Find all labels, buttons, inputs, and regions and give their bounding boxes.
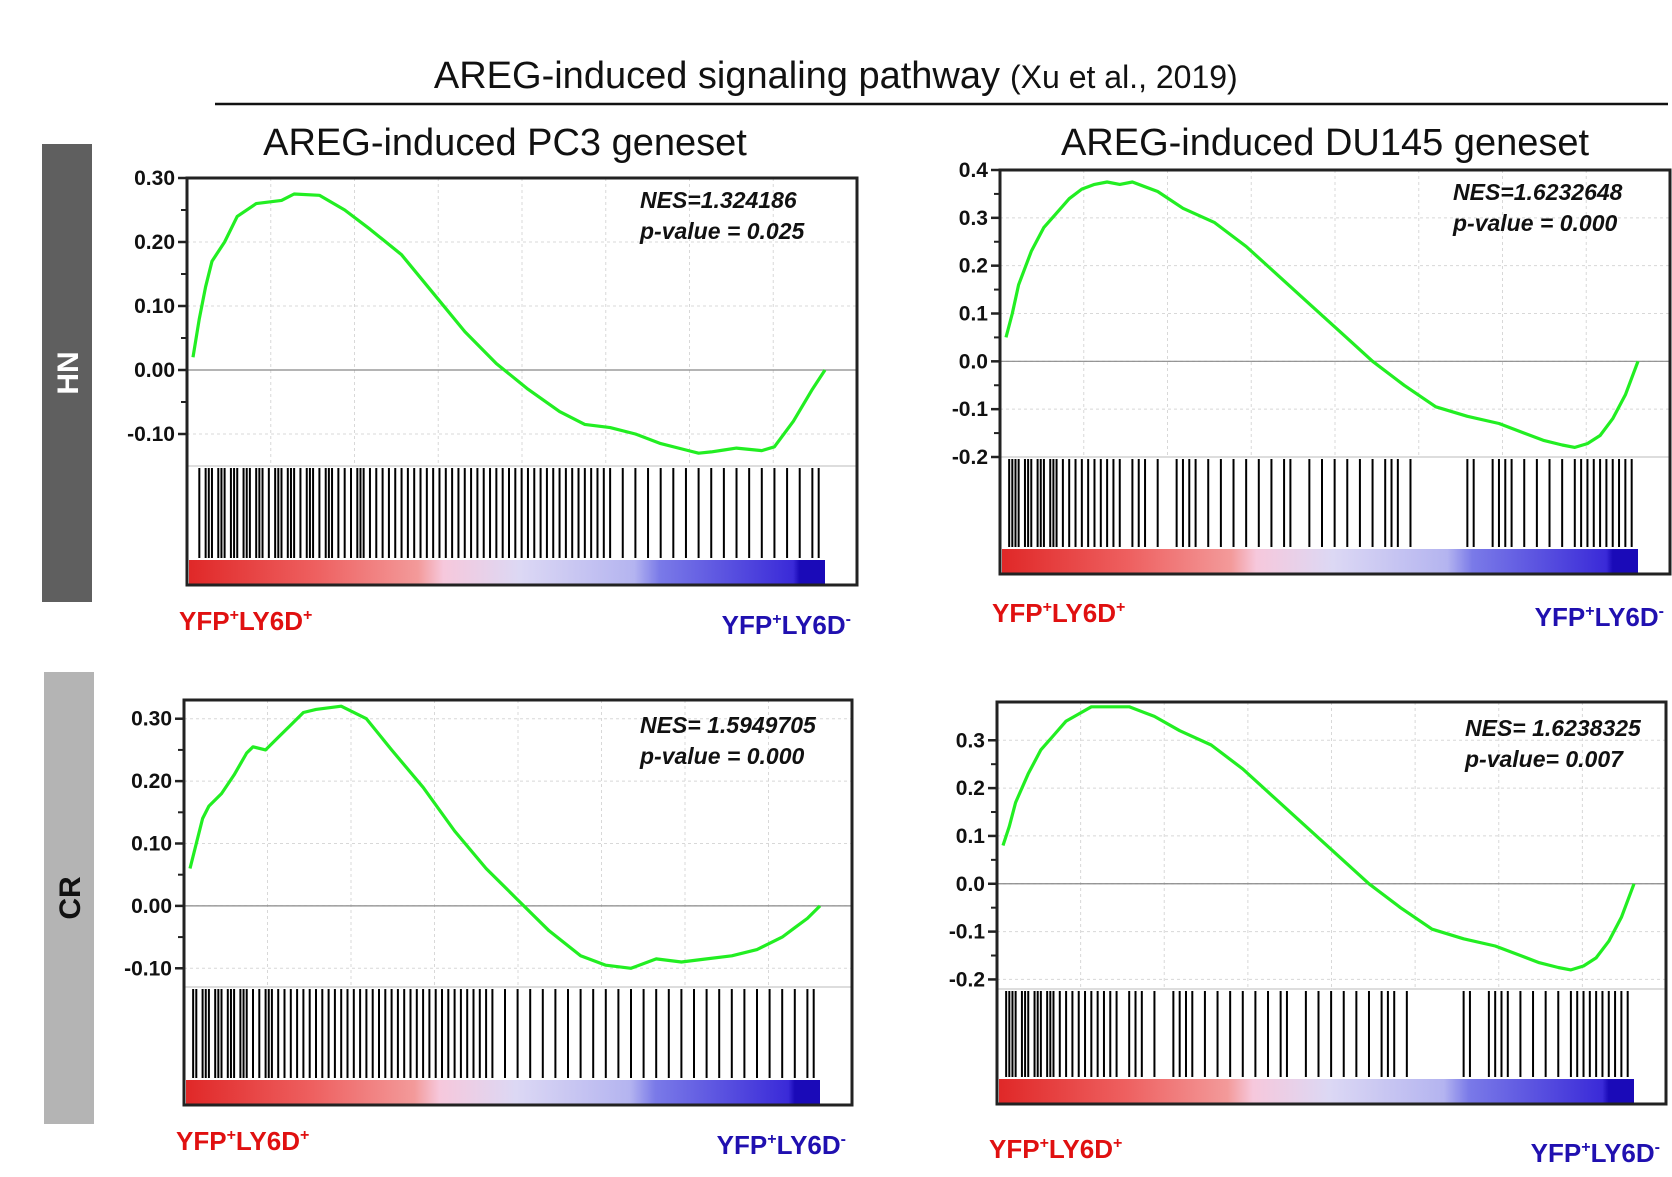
gsea-panels: 0.30 0.20 0.10 0.00 -0.10 NES=1.324186 p-value…: [124, 159, 1672, 1168]
y-tick-label: -0.10: [127, 423, 175, 446]
enrichment-curve: [188, 704, 822, 970]
y-tick-label: 0.4: [959, 159, 989, 182]
positive-group-label: YFP+LY6D+: [176, 1126, 309, 1156]
p-value: p-value = 0.000: [639, 743, 804, 769]
plot-frame: [995, 700, 1668, 1106]
plot-frame: [182, 698, 854, 1107]
y-tick-label: 0.00: [134, 359, 175, 382]
y-tick-label: -0.2: [952, 446, 988, 469]
enrichment-curve: [1004, 180, 1640, 449]
y-tick-label: 0.20: [131, 770, 172, 793]
rank-gradient-bar: [999, 1079, 1634, 1104]
plot-frame: [998, 168, 1672, 576]
y-tick-label: 0.1: [956, 825, 986, 848]
negative-group-label: YFP+LY6D-: [722, 610, 851, 640]
gsea-panel-4: 0.3 0.2 0.1 0.0 -0.1 -0.2 NES= 1.6238325 p-valu…: [949, 700, 1668, 1168]
p-value: p-value = 0.025: [639, 218, 805, 244]
rank-gradient-bar: [186, 1080, 820, 1105]
y-tick-label: -0.10: [124, 957, 172, 980]
y-tick-label: 0.00: [131, 895, 172, 918]
row-label-hn: HN: [52, 351, 85, 394]
row-label-box-hn: [42, 144, 92, 602]
negative-group-label: YFP+LY6D-: [717, 1130, 846, 1160]
row-label-cr: CR: [54, 876, 87, 920]
enrichment-curve: [1001, 705, 1636, 972]
p-value: p-value= 0.007: [1464, 746, 1624, 772]
figure-citation: (Xu et al., 2019): [1010, 59, 1238, 95]
y-tick-label: 0.10: [131, 833, 172, 856]
p-value: p-value = 0.000: [1452, 210, 1617, 236]
y-tick-label: -0.2: [949, 968, 985, 991]
positive-group-label: YFP+LY6D+: [989, 1134, 1122, 1164]
positive-group-label: YFP+LY6D+: [992, 598, 1125, 628]
y-tick-label: 0.2: [959, 255, 988, 278]
y-tick-label: 0.10: [134, 295, 175, 318]
gsea-panel-2: 0.4 0.3 0.2 0.1 0.0 -0.1 -0.2 NES=1.6232648 p-va…: [952, 159, 1672, 632]
negative-group-label: YFP+LY6D-: [1531, 1138, 1660, 1168]
y-tick-label: 0.0: [959, 350, 988, 373]
y-tick-label: 0.20: [134, 231, 175, 254]
rank-gradient-bar: [1002, 549, 1638, 574]
figure-title: AREG-induced signaling pathway: [434, 55, 1000, 97]
negative-group-label: YFP+LY6D-: [1535, 602, 1664, 632]
row-label-box-cr: [44, 672, 94, 1124]
y-tick-label: 0.3: [959, 207, 988, 230]
y-tick-label: 0.0: [956, 873, 985, 896]
y-tick-label: 0.30: [131, 708, 172, 731]
y-tick-label: 0.3: [956, 729, 985, 752]
nes-value: NES=1.324186: [640, 187, 797, 213]
column-title-pc3: AREG-induced PC3 geneset: [263, 122, 747, 164]
rank-gradient-bar: [189, 560, 825, 585]
y-tick-label: -0.1: [949, 921, 986, 944]
gsea-panel-3: 0.30 0.20 0.10 0.00 -0.10 NES= 1.5949705 p-val…: [124, 698, 854, 1160]
nes-value: NES= 1.6238325: [1465, 715, 1642, 741]
column-title-du145: AREG-induced DU145 geneset: [1061, 122, 1590, 164]
nes-value: NES=1.6232648: [1453, 179, 1623, 205]
y-tick-label: -0.1: [952, 398, 989, 421]
gsea-panel-1: 0.30 0.20 0.10 0.00 -0.10 NES=1.324186 p-value…: [127, 167, 859, 640]
enrichment-curve: [191, 192, 827, 455]
plot-frame: [185, 176, 859, 587]
y-tick-label: 0.30: [134, 167, 175, 190]
positive-group-label: YFP+LY6D+: [179, 606, 312, 636]
y-tick-label: 0.2: [956, 777, 985, 800]
y-tick-label: 0.1: [959, 303, 989, 326]
nes-value: NES= 1.5949705: [640, 712, 817, 738]
